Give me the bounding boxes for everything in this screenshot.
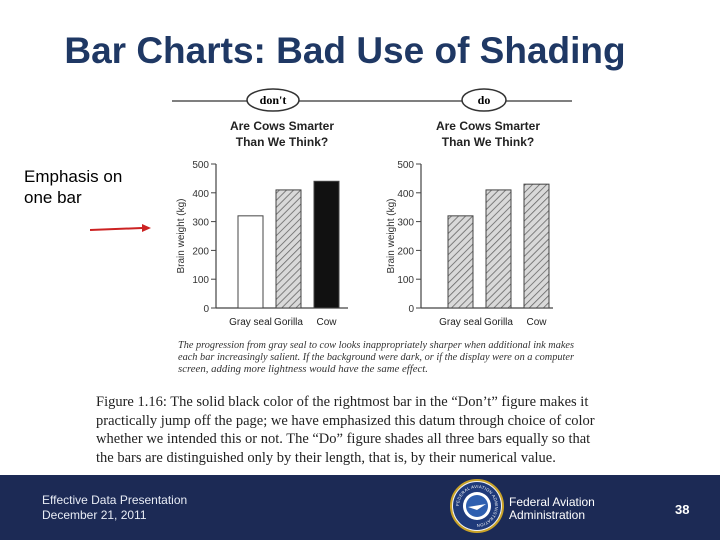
- dont-chart: Are Cows Smarter Than We Think? 0 100 200 300…: [176, 119, 348, 328]
- note-line: The progression from gray seal to cow lo…: [178, 340, 574, 351]
- dont-label: don't: [260, 93, 287, 107]
- chart-title: Than We Think?: [236, 135, 328, 149]
- bar: [485, 189, 512, 309]
- bar: [275, 189, 302, 309]
- do-badge: do: [461, 88, 507, 112]
- caption-line: practically jump off the page; we have e…: [96, 412, 595, 429]
- bar: [447, 215, 474, 309]
- y-tick-label: 200: [397, 246, 414, 257]
- y-tick-label: 500: [192, 160, 209, 171]
- caption-line: the bars are distinguished only by their…: [96, 449, 556, 466]
- x-tick-label: Gorilla: [274, 317, 303, 328]
- y-tick-label: 0: [203, 304, 209, 315]
- slide-title: Bar Charts: Bad Use of Shading: [64, 30, 626, 71]
- figure-scan: don't do Are Cows Smarter Than We Think? 0…: [172, 88, 574, 375]
- y-tick-label: 100: [192, 275, 209, 286]
- emphasis-callout: Emphasis on one bar: [24, 166, 122, 208]
- y-axis-label: Brain weight (kg): [176, 198, 187, 273]
- bar: [313, 180, 340, 309]
- footer-presentation-info: Effective Data Presentation December 21,…: [42, 493, 187, 523]
- footer-organization: Federal Aviation Administration: [509, 496, 595, 522]
- y-tick-label: 200: [192, 246, 209, 257]
- caption-line: Figure 1.16: The solid black color of th…: [96, 394, 589, 410]
- chart-title: Are Cows Smarter: [436, 119, 540, 133]
- y-tick-label: 300: [397, 218, 414, 229]
- chart-title: Are Cows Smarter: [230, 119, 334, 133]
- bar: [523, 183, 550, 309]
- faa-seal-icon: FEDERAL AVIATION ADMINISTRATION: [450, 479, 504, 533]
- footer-bar: Effective Data Presentation December 21,…: [0, 475, 720, 540]
- y-tick-label: 300: [192, 218, 209, 229]
- do-label: do: [478, 93, 491, 107]
- bar: [237, 215, 264, 309]
- y-tick-label: 400: [397, 189, 414, 200]
- org-line-2: Administration: [509, 508, 586, 522]
- x-tick-label: Gorilla: [484, 317, 513, 328]
- chart-title: Than We Think?: [442, 135, 534, 149]
- note-line: screen, adding more lightness would have…: [178, 364, 428, 375]
- emphasis-line-1: Emphasis on: [24, 167, 123, 186]
- x-tick-label: Cow: [316, 317, 337, 328]
- y-tick-label: 0: [408, 304, 414, 315]
- note-line: each bar increasingly salient. If the ba…: [178, 352, 574, 363]
- x-tick-label: Gray seal: [439, 317, 482, 328]
- dont-badge: don't: [246, 88, 300, 112]
- presentation-name: Effective Data Presentation: [42, 493, 188, 507]
- x-tick-label: Cow: [526, 317, 547, 328]
- figure-caption: Figure 1.16: The solid black color of th…: [96, 393, 652, 467]
- arrow-right-icon: [90, 224, 151, 232]
- org-line-1: Federal Aviation: [509, 495, 595, 509]
- emphasis-line-2: one bar: [24, 188, 82, 207]
- figure-note: The progression from gray seal to cow lo…: [178, 340, 574, 375]
- presentation-date: December 21, 2011: [42, 508, 147, 522]
- do-chart: Are Cows Smarter Than We Think? 0 100 200 300…: [386, 119, 553, 328]
- y-axis-label: Brain weight (kg): [386, 198, 397, 273]
- y-tick-label: 500: [397, 160, 414, 171]
- page-number: 38: [675, 502, 690, 517]
- caption-line: whether we intended this or not. The “Do…: [96, 431, 591, 447]
- y-tick-label: 400: [192, 189, 209, 200]
- x-tick-label: Gray seal: [229, 317, 272, 328]
- y-tick-label: 100: [397, 275, 414, 286]
